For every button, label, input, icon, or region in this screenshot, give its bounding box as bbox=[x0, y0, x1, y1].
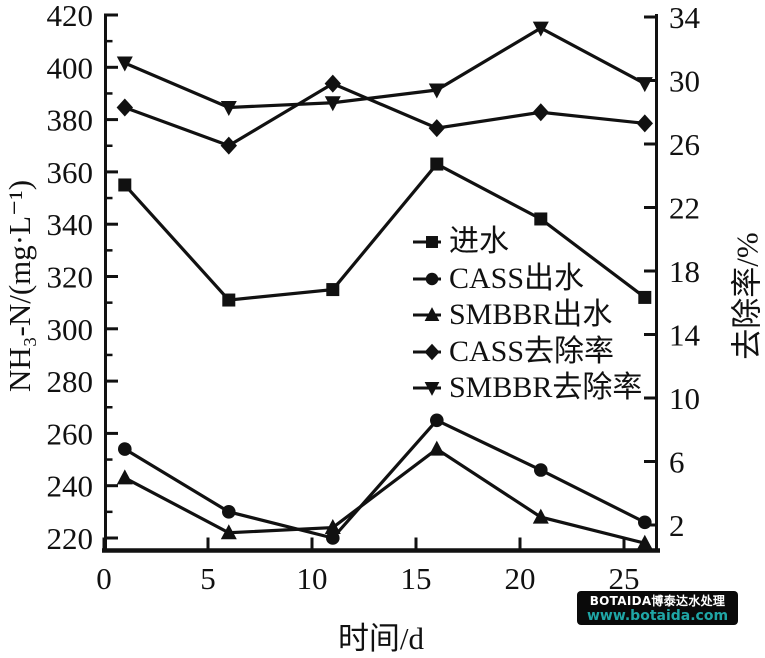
x-tick-label: 5 bbox=[200, 561, 216, 596]
y-left-tick-label: 280 bbox=[47, 364, 94, 399]
watermark: BOTAIDA博泰达水处理 www.botaida.com bbox=[577, 591, 738, 625]
y-left-tick-label: 380 bbox=[47, 103, 94, 138]
x-tick-label: 15 bbox=[401, 561, 432, 596]
y-right-tick-label: 18 bbox=[669, 254, 700, 289]
circle-marker-icon bbox=[412, 269, 446, 289]
watermark-title: BOTAIDA博泰达水处理 bbox=[577, 591, 738, 609]
y-right-tick-label: 14 bbox=[669, 318, 701, 353]
y-left-tick-label: 420 bbox=[47, 0, 94, 33]
y-left-tick-label: 220 bbox=[47, 521, 94, 556]
y-left-tick-label: 340 bbox=[47, 207, 94, 242]
y-left-tick-label: 400 bbox=[47, 50, 94, 85]
y-axis-title-right: 去除率/% bbox=[722, 232, 765, 359]
legend-item-smbbr-removal: SMBBR去除率 bbox=[412, 370, 642, 407]
y-left-tick-label: 320 bbox=[47, 260, 94, 295]
triangle-down-marker-icon bbox=[412, 378, 446, 398]
x-tick-label: 10 bbox=[297, 561, 328, 596]
y-right-tick-label: 34 bbox=[669, 0, 701, 35]
smbbr-removal-line bbox=[125, 28, 645, 107]
y-right-tick-label: 6 bbox=[669, 445, 685, 480]
square-marker-icon bbox=[412, 232, 446, 252]
y-right-tick-label: 2 bbox=[669, 508, 685, 543]
legend-label-cass-effluent: CASS出水 bbox=[449, 264, 584, 294]
y-left-tick-label: 260 bbox=[47, 416, 94, 451]
legend-item-cass-effluent: CASS出水 bbox=[412, 261, 642, 298]
legend-label-smbbr-effluent: SMBBR出水 bbox=[449, 300, 612, 330]
y-left-tick-label: 240 bbox=[47, 469, 94, 504]
cass-removal-line bbox=[125, 84, 645, 146]
legend-label-influent: 进水 bbox=[449, 227, 509, 257]
y-left-tick-label: 300 bbox=[47, 312, 94, 347]
x-tick-label: 20 bbox=[505, 561, 536, 596]
watermark-url: www.botaida.com bbox=[577, 609, 738, 623]
legend-item-smbbr-effluent: SMBBR出水 bbox=[412, 297, 642, 334]
y-right-tick-label: 10 bbox=[669, 381, 700, 416]
legend-item-influent: 进水 bbox=[412, 224, 642, 261]
x-axis-title: 时间/d bbox=[286, 613, 476, 658]
y-axis-title-left: NH₃-N/(mg·L⁻¹) bbox=[2, 180, 38, 392]
legend-label-cass-removal: CASS去除率 bbox=[449, 337, 614, 367]
y-right-tick-label: 26 bbox=[669, 127, 700, 162]
x-tick-label: 0 bbox=[96, 561, 112, 596]
y-left-tick-label: 360 bbox=[47, 155, 94, 190]
y-right-tick-label: 30 bbox=[669, 64, 700, 99]
y-right-tick-label: 22 bbox=[669, 191, 700, 226]
diamond-marker-icon bbox=[412, 342, 446, 362]
legend-label-smbbr-removal: SMBBR去除率 bbox=[449, 373, 642, 403]
triangle-up-marker-icon bbox=[412, 305, 446, 325]
legend: 进水 CASS出水 SMBBR出水 CASS去除率 SMBBR去除率 bbox=[412, 224, 642, 407]
legend-item-cass-removal: CASS去除率 bbox=[412, 334, 642, 371]
